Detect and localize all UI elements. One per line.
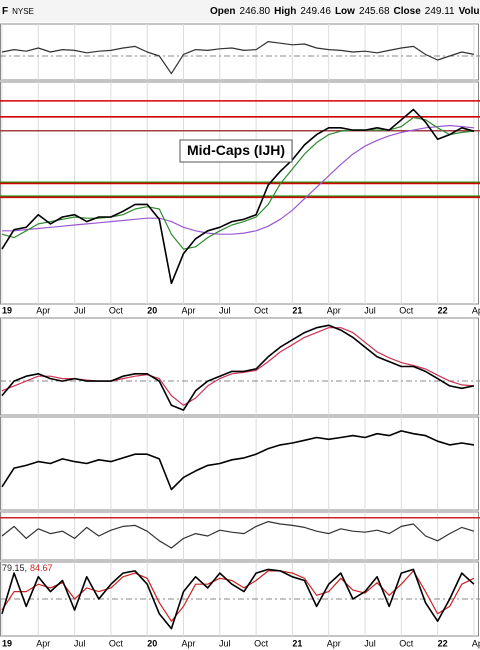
x-tick-label: Apr: [327, 638, 341, 648]
readout: 79.15, 84.67: [2, 563, 53, 573]
series-line: [1, 521, 475, 549]
x-tick-label: Apr: [181, 638, 195, 648]
quote: Open 246.80 High 249.46 Low 245.68 Close 249.11…: [210, 6, 480, 17]
panel: [0, 81, 479, 305]
series-line: [1, 41, 475, 75]
quote-value: 245.68: [358, 5, 390, 17]
annotation: Mid-Caps (IJH): [187, 142, 285, 158]
series-line: [1, 108, 475, 285]
x-tick-label: Jul: [364, 305, 376, 315]
x-tick-label: Oct: [254, 638, 269, 648]
quote-label: Close: [393, 5, 421, 17]
panel: [0, 317, 479, 416]
quote-label: Volume: [458, 5, 480, 17]
x-tick-label: Jul: [364, 638, 376, 648]
x-tick-label: Oct: [109, 638, 124, 648]
quote-label: High: [274, 5, 297, 17]
x-tick-label: 22: [438, 305, 448, 315]
x-tick-label: 19: [2, 305, 12, 315]
x-tick-label: Apr: [181, 305, 195, 315]
x-tick-label: Apr: [36, 638, 50, 648]
x-tick-label: Jul: [219, 638, 231, 648]
series-line: [1, 324, 475, 411]
quote-label: Low: [334, 5, 355, 17]
panel: [0, 511, 479, 561]
x-tick-label: Oct: [399, 638, 414, 648]
quote-value: 249.46: [300, 5, 331, 17]
x-tick-label: Jul: [74, 638, 86, 648]
quote-label: Open: [209, 5, 236, 17]
series-line: [1, 430, 475, 491]
x-tick-label: 21: [292, 305, 302, 315]
x-tick-label: Jul: [219, 305, 231, 315]
x-tick-label: 19: [2, 638, 12, 648]
x-tick-label: 20: [147, 638, 157, 648]
x-tick-label: Apr: [327, 305, 341, 315]
header: F NYSE Open 246.80 High 249.46 Low 245.68 Clos…: [0, 0, 480, 22]
exchange: NYSE: [12, 6, 34, 16]
x-tick-label: Oct: [254, 305, 269, 315]
x-tick-label: Apr: [472, 305, 480, 315]
x-tick-label: Oct: [109, 305, 124, 315]
readout-value: 79.15,: [2, 563, 27, 573]
x-tick-label: Oct: [399, 305, 414, 315]
panel: [0, 23, 479, 81]
quote-value: 249.11: [424, 5, 455, 17]
quote-value: 246.80: [239, 5, 271, 17]
x-tick-label: 20: [147, 305, 157, 315]
readout-value: 84.67: [30, 563, 53, 573]
x-tick-label: 21: [292, 638, 302, 648]
x-tick-label: Jul: [74, 305, 86, 315]
x-tick-label: 22: [438, 638, 448, 648]
series-line: [1, 568, 475, 630]
x-tick-label: Apr: [472, 638, 480, 648]
panel: [0, 416, 479, 511]
annotation-box: [179, 139, 293, 163]
symbol: F: [2, 5, 9, 17]
series-line: [2, 124, 474, 235]
x-tick-label: Apr: [36, 305, 50, 315]
